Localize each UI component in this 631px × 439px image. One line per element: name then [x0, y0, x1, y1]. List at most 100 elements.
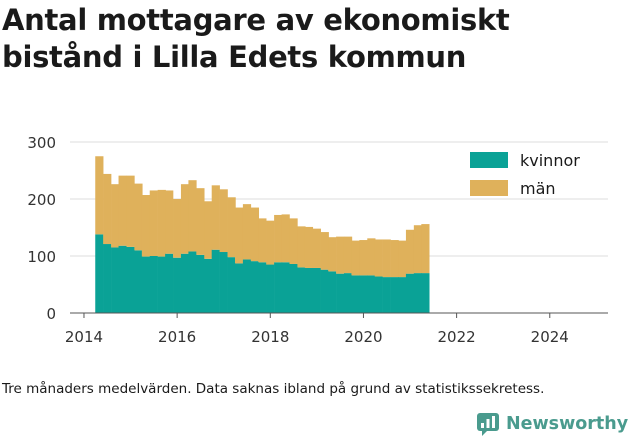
y-tick-label: 200: [27, 191, 56, 209]
bar-man-26: [297, 226, 306, 268]
bar-kvinnor-42: [421, 273, 430, 313]
chart-caption: Tre månaders medelvärden. Data saknas ib…: [2, 381, 545, 397]
x-tick-label: 2024: [531, 328, 569, 346]
bar-kvinnor-34: [359, 275, 368, 313]
bar-kvinnor-1: [103, 244, 112, 313]
bar-kvinnor-39: [398, 277, 407, 313]
bar-kvinnor-38: [390, 277, 399, 313]
bar-kvinnor-23: [274, 262, 283, 313]
bar-man-5: [134, 183, 143, 251]
bar-kvinnor-5: [134, 250, 143, 313]
bar-kvinnor-41: [413, 273, 423, 313]
bar-man-32: [343, 236, 353, 274]
bar-man-18: [234, 207, 244, 264]
legend: kvinnor män: [470, 151, 580, 198]
bar-kvinnor-24: [281, 262, 290, 313]
bar-kvinnor-26: [297, 267, 306, 313]
bar-kvinnor-0: [95, 234, 104, 313]
bar-man-15: [211, 185, 220, 250]
bar-man-0: [95, 156, 104, 235]
bar-man-4: [126, 175, 135, 247]
bar-man-2: [111, 184, 120, 248]
bar-kvinnor-6: [141, 256, 151, 313]
bar-man-39: [398, 240, 407, 278]
x-tick-label: 2016: [158, 328, 196, 346]
bar-man-12: [188, 180, 197, 252]
bar-man-17: [227, 197, 236, 258]
legend-swatch-man: [470, 180, 508, 196]
bar-kvinnor-31: [336, 273, 345, 313]
bar-man-21: [258, 218, 267, 263]
bar-kvinnor-10: [173, 257, 182, 313]
bar-kvinnor-16: [219, 252, 228, 313]
brand-logo: Newsworthy: [476, 409, 628, 439]
legend-label: kvinnor: [520, 151, 580, 170]
bar-man-36: [374, 239, 383, 277]
bar-kvinnor-15: [211, 249, 220, 313]
bar-man-35: [367, 238, 376, 276]
bar-man-8: [157, 189, 166, 257]
bar-man-23: [274, 214, 283, 263]
bar-kvinnor-9: [165, 253, 174, 313]
bar-kvinnor-13: [196, 254, 205, 313]
bar-kvinnor-33: [351, 275, 360, 313]
bar-man-20: [250, 207, 260, 262]
bar-man-19: [242, 204, 252, 260]
bar-man-33: [351, 240, 360, 276]
bar-kvinnor-8: [157, 256, 166, 313]
bar-man-6: [141, 195, 151, 257]
bar-kvinnor-7: [149, 256, 158, 313]
bar-man-16: [219, 189, 228, 253]
bar-man-40: [405, 229, 415, 274]
bar-man-38: [390, 240, 399, 278]
bar-man-42: [421, 224, 430, 274]
bar-man-13: [196, 188, 205, 255]
bar-kvinnor-30: [328, 271, 337, 313]
bar-kvinnor-36: [374, 276, 383, 313]
bar-man-30: [328, 237, 337, 272]
bars: [95, 156, 430, 313]
bar-kvinnor-21: [258, 262, 267, 313]
bar-kvinnor-22: [266, 264, 275, 313]
bar-kvinnor-19: [242, 259, 252, 313]
bar-man-3: [118, 175, 127, 246]
bar-man-10: [173, 199, 182, 258]
legend-label: män: [520, 179, 556, 198]
bar-man-37: [382, 239, 391, 278]
bar-kvinnor-12: [188, 251, 197, 313]
bar-man-24: [281, 214, 290, 263]
bar-man-29: [320, 232, 329, 270]
bar-kvinnor-3: [118, 245, 127, 313]
bar-kvinnor-28: [312, 267, 321, 313]
bar-kvinnor-27: [304, 267, 314, 313]
bar-man-27: [304, 226, 314, 268]
bar-man-9: [165, 190, 174, 254]
x-tick-label: 2020: [344, 328, 382, 346]
bar-kvinnor-14: [204, 258, 213, 313]
bar-kvinnor-32: [343, 273, 353, 313]
bar-kvinnor-40: [405, 273, 415, 313]
axes: 0 100 200 300 2014 2016 2018 2020 2022 2024: [27, 134, 608, 346]
brand-name: Newsworthy: [506, 414, 629, 434]
bar-man-22: [266, 220, 275, 265]
bar-kvinnor-17: [227, 257, 236, 313]
bar-kvinnor-25: [289, 263, 298, 313]
bar-man-34: [359, 240, 368, 276]
x-tick-label: 2022: [438, 328, 476, 346]
bar-man-31: [336, 236, 345, 274]
bar-man-14: [204, 201, 213, 259]
bar-kvinnor-35: [367, 275, 376, 313]
x-tick-label: 2014: [65, 328, 103, 346]
y-tick-label: 0: [46, 305, 56, 323]
chart-title: Antal mottagare av ekonomiskt bistånd i …: [2, 3, 510, 74]
bar-kvinnor-11: [180, 253, 190, 313]
bar-kvinnor-20: [250, 261, 260, 313]
bar-man-25: [289, 218, 298, 264]
bar-kvinnor-37: [382, 277, 391, 313]
bar-man-11: [180, 184, 190, 254]
y-tick-label: 100: [27, 248, 56, 266]
bar-man-1: [103, 173, 112, 245]
bar-man-28: [312, 228, 321, 268]
x-tick-label: 2018: [251, 328, 289, 346]
